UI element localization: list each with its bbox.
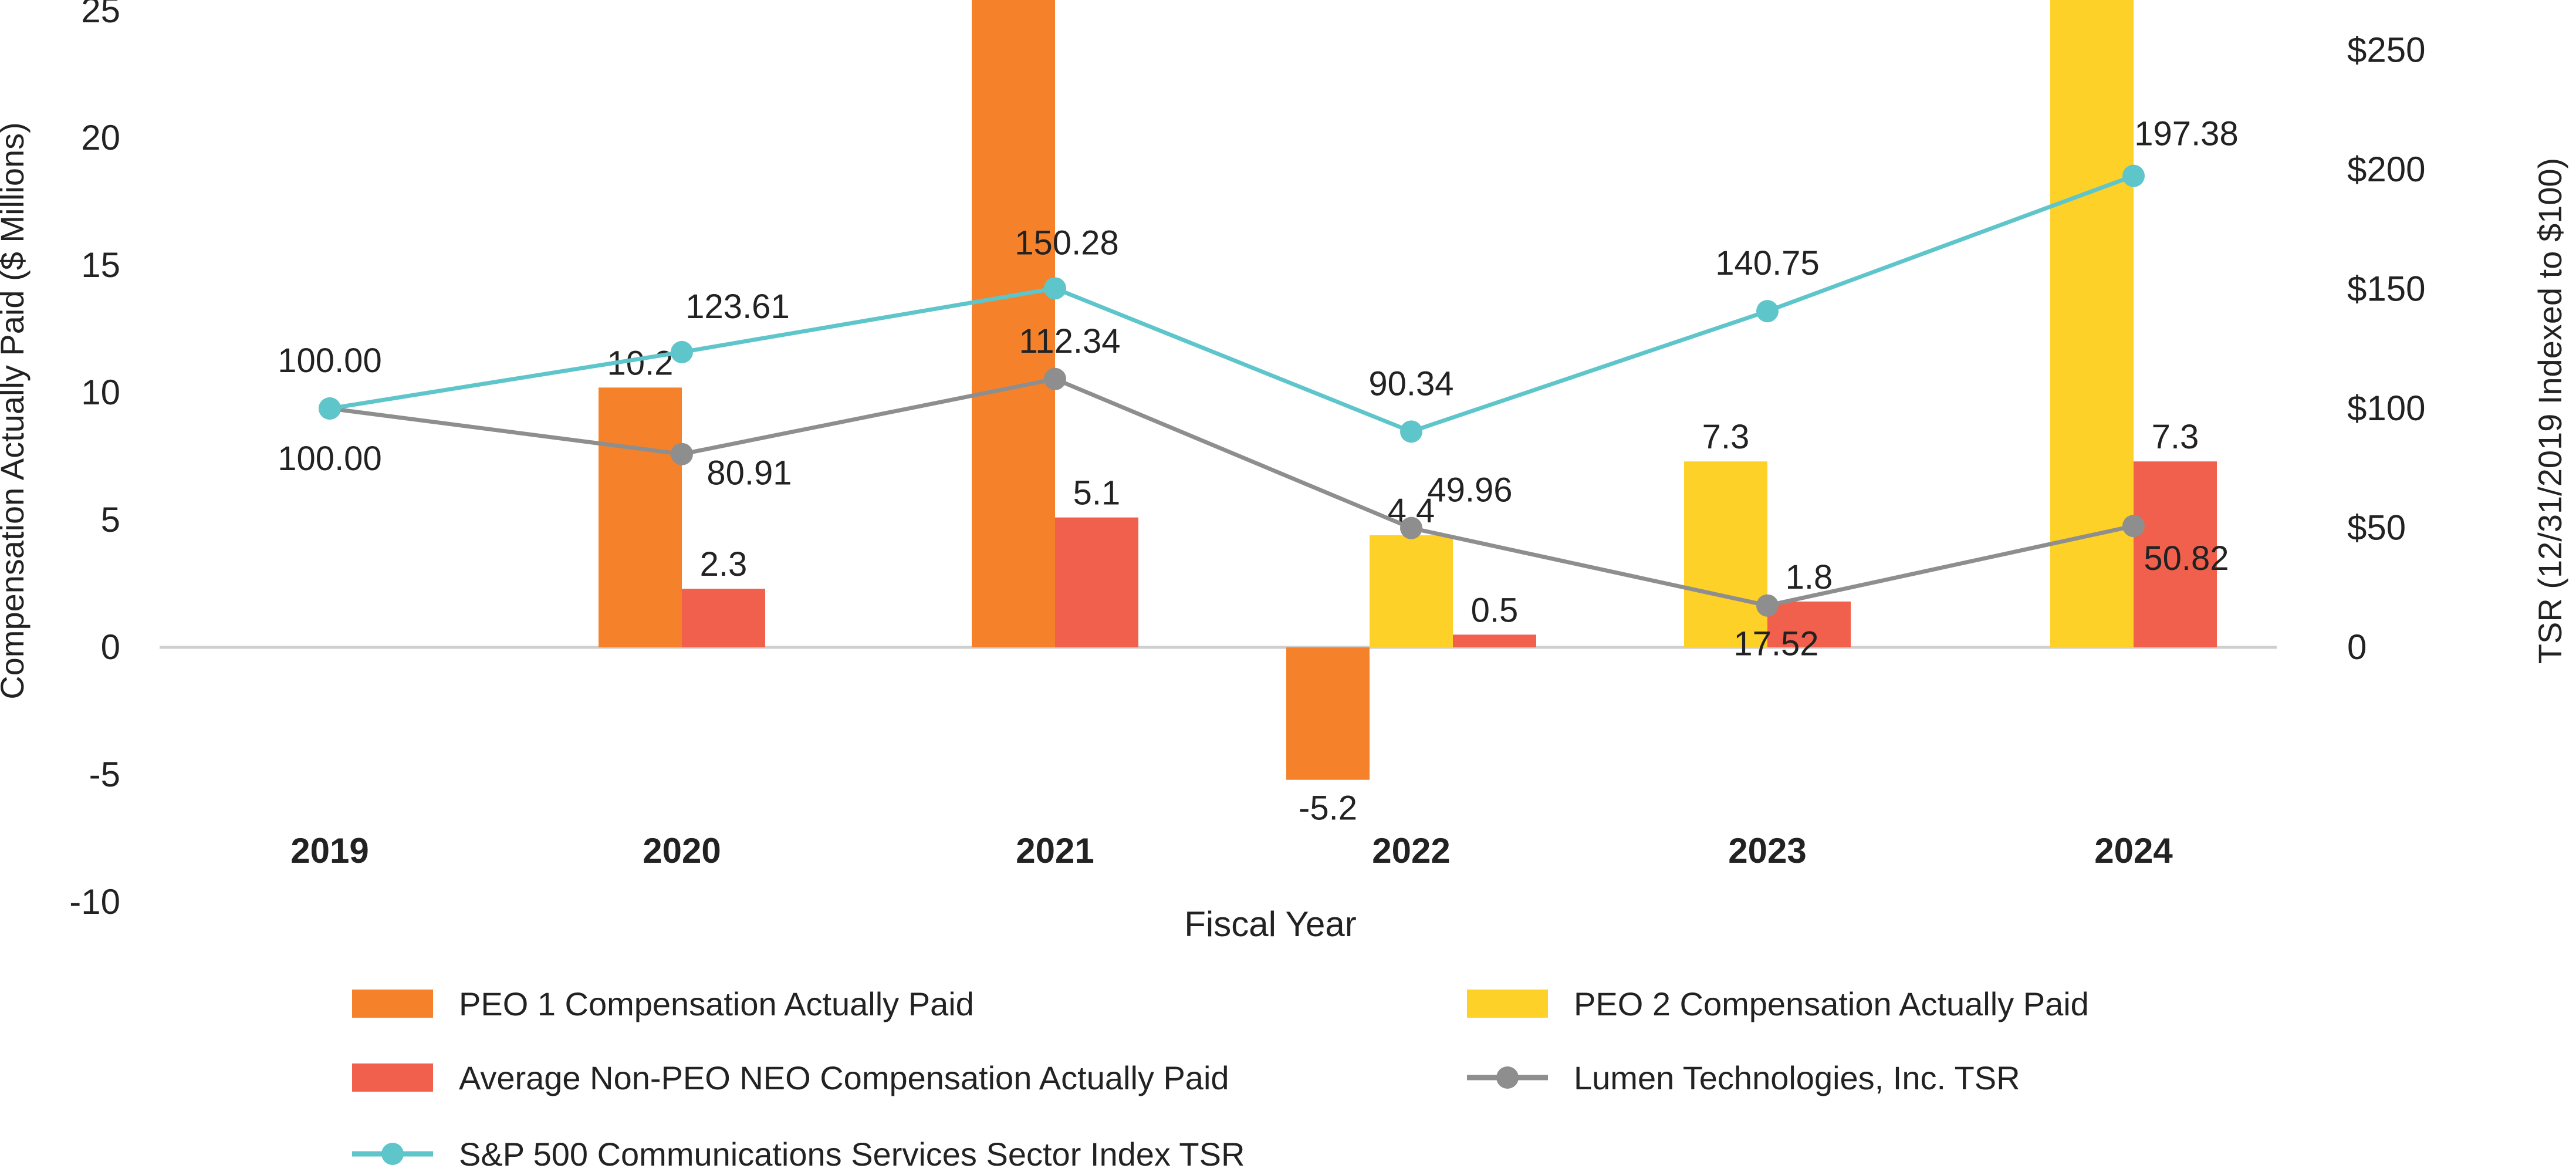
y-tick-label: 10 <box>81 373 120 412</box>
legend-label: Lumen Technologies, Inc. TSR <box>1574 1059 2020 1096</box>
x-tick-label: 2023 <box>1728 831 1806 870</box>
legend-swatch-1 <box>1467 990 1548 1018</box>
legend-swatch-2 <box>352 1063 433 1092</box>
y-tick-label: -5 <box>89 755 120 794</box>
y-axis-left: -10-505101520253035 <box>69 0 120 921</box>
bar-2-2023 <box>1767 601 1851 647</box>
bar-2-2022 <box>1453 634 1536 647</box>
x-tick-label: 2020 <box>643 831 721 870</box>
legend: PEO 1 Compensation Actually Paid PEO 2 Co… <box>352 985 2089 1173</box>
line-1-point-2020 <box>671 340 693 363</box>
legend-label: Average Non-PEO NEO Compensation Actuall… <box>459 1059 1229 1096</box>
line-1-point-2021 <box>1044 277 1066 300</box>
line-data-label: 17.52 <box>1733 625 1818 663</box>
y2-tick-label: 0 <box>2347 627 2367 667</box>
bar-1-2023 <box>1684 461 1767 647</box>
bar-2-2024 <box>2134 461 2217 647</box>
line-data-label: 150.28 <box>1015 224 1118 262</box>
line-data-label: 49.96 <box>1427 471 1512 509</box>
y2-tick-label: $200 <box>2347 150 2425 189</box>
line-1-point-2019 <box>319 397 341 420</box>
legend-marker-3 <box>1496 1066 1519 1089</box>
line-1-point-2023 <box>1756 300 1779 323</box>
bar-2-2020 <box>682 589 765 647</box>
legend-swatch-0 <box>352 990 433 1018</box>
line-data-label: 100.00 <box>278 440 381 478</box>
line-data-label: 112.34 <box>1019 322 1120 360</box>
y2-tick-label: $250 <box>2347 31 2425 70</box>
y2-tick-label: $100 <box>2347 389 2425 428</box>
y2-tick-label: $150 <box>2347 269 2425 309</box>
x-axis: 2019 2020 2021 2022 2023 2024 <box>290 831 2173 870</box>
legend-marker-4 <box>381 1143 404 1165</box>
line-1 <box>329 174 2135 434</box>
line-1-point-2022 <box>1400 420 1422 443</box>
y-tick-label: -10 <box>69 882 120 921</box>
bar-0-2020 <box>599 387 682 647</box>
line-data-label: 80.91 <box>706 454 792 492</box>
y-axis-title: Compensation Actually Paid ($ Millions) <box>0 122 31 700</box>
bar-data-label: -5.2 <box>1299 789 1357 828</box>
line-0-point-2022 <box>1400 516 1422 539</box>
y2-tick-label: $50 <box>2347 508 2406 548</box>
bar-data-label: 1.8 <box>1786 558 1833 596</box>
line-0-point-2021 <box>1044 367 1066 390</box>
y2-axis-title: TSR (12/31/2019 Indexed to $100) <box>2531 158 2568 664</box>
bar-2-2021 <box>1055 517 1138 647</box>
line-0 <box>329 377 2134 608</box>
bar-1-2024 <box>2050 0 2134 647</box>
line-0-point-2024 <box>2122 515 2145 538</box>
bar-1-2022 <box>1370 535 1453 647</box>
bar-0-2022 <box>1286 647 1370 780</box>
line-0-point-2023 <box>1756 594 1779 617</box>
y-axis-right: 0 $50 $100 $150 $200 $250 <box>2347 31 2425 667</box>
x-tick-label: 2019 <box>290 831 369 870</box>
line-data-label: 140.75 <box>1715 244 1819 282</box>
bar-data-label: 5.1 <box>1073 474 1121 512</box>
line-data-label: 100.00 <box>278 342 381 380</box>
bar-data-label: 7.3 <box>2152 418 2199 456</box>
x-axis-title: Fiscal Year <box>1184 904 1357 944</box>
line-1-point-2024 <box>2122 164 2145 187</box>
line-data-label: 123.61 <box>685 288 789 326</box>
y-tick-label: 0 <box>101 627 120 667</box>
legend-label: PEO 1 Compensation Actually Paid <box>459 985 974 1022</box>
line-data-label: 50.82 <box>2144 539 2229 578</box>
bar-data-label: 0.5 <box>1471 591 1519 629</box>
x-tick-label: 2021 <box>1016 831 1094 870</box>
y-tick-label: 25 <box>81 0 120 30</box>
x-tick-label: 2024 <box>2094 831 2173 870</box>
bar-data-label: 2.3 <box>700 545 748 583</box>
line-data-label: 90.34 <box>1368 364 1453 403</box>
y-tick-label: 20 <box>81 118 120 157</box>
bar-0-2021 <box>972 0 1055 648</box>
y-tick-label: 15 <box>81 245 120 285</box>
axis-titles: Compensation Actually Paid ($ Millions) … <box>0 122 2568 944</box>
legend-label: S&P 500 Communications Services Sector I… <box>459 1136 1245 1172</box>
y-tick-label: 5 <box>101 500 120 539</box>
bars-group: 10.22.332.45.1-5.24.40.57.31.832.57.3 <box>599 0 2217 828</box>
line-0-point-2020 <box>671 443 693 465</box>
bar-data-label: 7.3 <box>1702 418 1750 456</box>
legend-label: PEO 2 Compensation Actually Paid <box>1574 985 2089 1022</box>
x-tick-label: 2022 <box>1372 831 1450 870</box>
lines-group: 100.00 80.91 112.34 49.96 17.52 50.82 100.00 12… <box>278 115 2238 663</box>
line-data-label: 197.38 <box>2134 115 2238 153</box>
